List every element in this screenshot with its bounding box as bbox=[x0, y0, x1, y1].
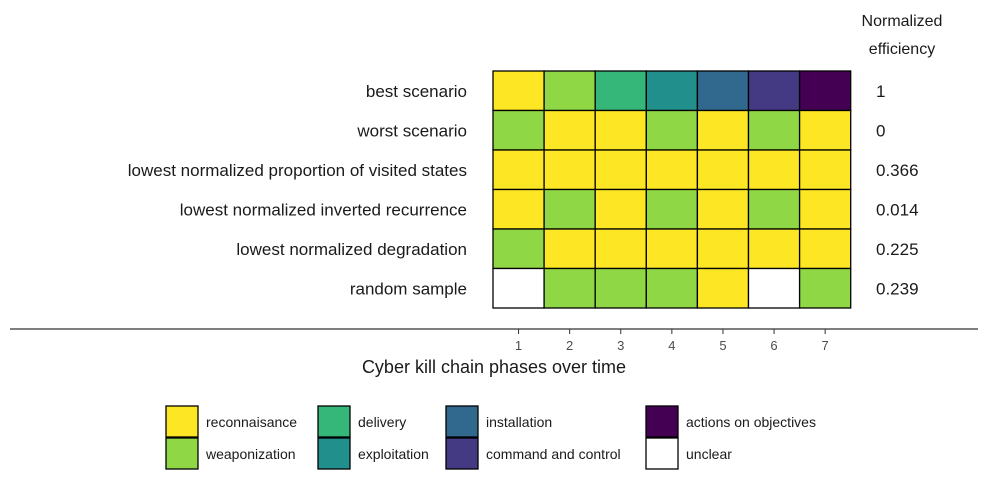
heatmap-cells bbox=[492, 70, 852, 309]
heatmap-cell bbox=[747, 188, 801, 230]
legend-label: command and control bbox=[486, 446, 621, 462]
heatmap-cell bbox=[747, 228, 801, 270]
efficiency-value: 1 bbox=[876, 82, 885, 101]
efficiency-value: 0 bbox=[876, 121, 885, 140]
row-label: random sample bbox=[350, 279, 467, 298]
heatmap-cell bbox=[798, 109, 852, 151]
row-labels: best scenario worst scenario lowest normal… bbox=[128, 82, 467, 299]
x-tick-label: 4 bbox=[668, 338, 675, 353]
efficiency-value: 0.239 bbox=[876, 279, 919, 298]
heatmap-cell bbox=[492, 109, 545, 151]
x-axis-title: Cyber kill chain phases over time bbox=[362, 357, 626, 377]
heatmap-cell bbox=[492, 70, 545, 112]
heatmap-cell bbox=[798, 228, 852, 270]
efficiency-value: 0.366 bbox=[876, 161, 919, 180]
row-label: lowest normalized inverted recurrence bbox=[180, 200, 467, 219]
heatmap-cell bbox=[645, 70, 699, 112]
heatmap-cell bbox=[747, 70, 801, 112]
heatmap-cell bbox=[696, 70, 750, 112]
efficiency-column: Normalized efficiency 1 0 0.366 0.014 0.225 0… bbox=[862, 13, 943, 298]
legend: reconnaisance weaponization delivery exploi… bbox=[165, 405, 816, 470]
legend-swatch bbox=[645, 437, 679, 470]
x-axis-ticks: 1 2 3 4 5 6 7 bbox=[515, 329, 829, 353]
heatmap-cell bbox=[492, 228, 545, 270]
legend-label: installation bbox=[486, 414, 552, 430]
heatmap-cell bbox=[696, 109, 750, 151]
row-label: worst scenario bbox=[356, 121, 467, 140]
legend-swatch bbox=[165, 437, 199, 470]
heatmap-cell bbox=[594, 267, 647, 309]
heatmap-cell bbox=[747, 267, 801, 309]
legend-swatch bbox=[645, 405, 679, 438]
x-tick-label: 1 bbox=[515, 338, 522, 353]
legend-swatch bbox=[445, 437, 479, 470]
heatmap-cell bbox=[594, 228, 647, 270]
heatmap-cell bbox=[543, 70, 596, 112]
legend-swatch bbox=[317, 437, 351, 470]
x-tick-label: 3 bbox=[617, 338, 624, 353]
heatmap-cell bbox=[492, 267, 545, 309]
heatmap-cell bbox=[696, 149, 750, 191]
legend-label: delivery bbox=[358, 414, 406, 430]
legend-swatch bbox=[445, 405, 479, 438]
efficiency-title-line-1: Normalized bbox=[862, 13, 943, 30]
heatmap-cell bbox=[645, 267, 699, 309]
heatmap-cell bbox=[543, 149, 596, 191]
heatmap-cell bbox=[696, 267, 750, 309]
heatmap-cell bbox=[543, 267, 596, 309]
x-tick-label: 6 bbox=[770, 338, 777, 353]
x-tick-label: 2 bbox=[566, 338, 573, 353]
heatmap-cell bbox=[594, 109, 647, 151]
heatmap-cell bbox=[645, 109, 699, 151]
heatmap-cell bbox=[594, 70, 647, 112]
legend-label: actions on objectives bbox=[686, 414, 816, 430]
heatmap-cell bbox=[696, 228, 750, 270]
heatmap-cell bbox=[645, 188, 699, 230]
heatmap-cell bbox=[798, 188, 852, 230]
legend-swatch bbox=[317, 405, 351, 438]
x-tick-label: 7 bbox=[822, 338, 829, 353]
efficiency-value: 0.225 bbox=[876, 240, 919, 259]
heatmap-cell bbox=[594, 188, 647, 230]
row-label: best scenario bbox=[366, 82, 467, 101]
legend-label: weaponization bbox=[205, 446, 296, 462]
heatmap-cell bbox=[747, 149, 801, 191]
x-tick-label: 5 bbox=[719, 338, 726, 353]
heatmap-cell bbox=[645, 228, 699, 270]
heatmap-cell bbox=[798, 149, 852, 191]
efficiency-value: 0.014 bbox=[876, 200, 919, 219]
row-label: lowest normalized proportion of visited … bbox=[128, 161, 467, 180]
row-label: lowest normalized degradation bbox=[236, 240, 467, 259]
efficiency-title-line-2: efficiency bbox=[869, 41, 935, 58]
heatmap-cell bbox=[543, 228, 596, 270]
heatmap-cell bbox=[543, 109, 596, 151]
legend-swatch bbox=[165, 405, 199, 438]
heatmap-cell bbox=[543, 188, 596, 230]
legend-label: unclear bbox=[686, 446, 732, 462]
heatmap-cell bbox=[645, 149, 699, 191]
heatmap-cell bbox=[696, 188, 750, 230]
heatmap-cell bbox=[594, 149, 647, 191]
heatmap-cell bbox=[492, 149, 545, 191]
heatmap-cell bbox=[798, 70, 852, 112]
heatmap-cell bbox=[492, 188, 545, 230]
heatmap-cell bbox=[798, 267, 852, 309]
legend-label: exploitation bbox=[358, 446, 429, 462]
legend-label: reconnaisance bbox=[206, 414, 297, 430]
heatmap-cell bbox=[747, 109, 801, 151]
